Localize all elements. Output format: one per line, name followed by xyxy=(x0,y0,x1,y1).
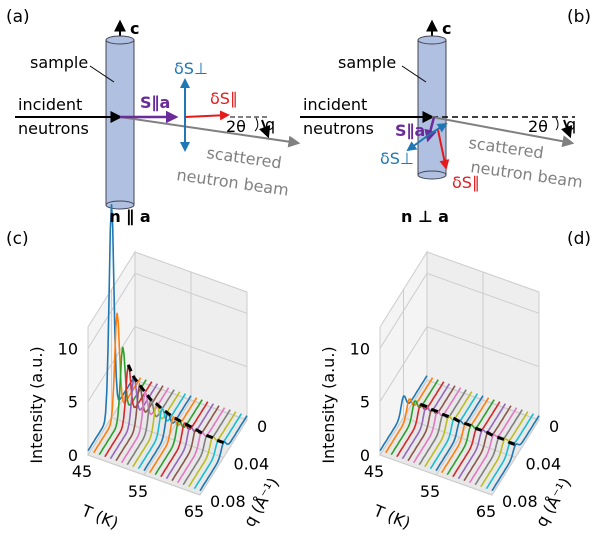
figure: (a) (b) (c) (d) c sample incident neutro… xyxy=(0,0,600,540)
axis-label: c xyxy=(442,19,451,38)
diagram-b: c sample incident neutrons S∥a δS⊥ δS∥ 2… xyxy=(300,19,584,192)
z-tick-label: 5 xyxy=(360,393,370,412)
z-tick-label: 10 xyxy=(58,339,78,358)
z-label: Intensity (a.u.) xyxy=(27,346,46,463)
sample-label: sample xyxy=(338,53,396,72)
sample-label: sample xyxy=(30,53,88,72)
x-tick-label: 65 xyxy=(184,502,204,521)
panel-label: (d) xyxy=(567,229,591,249)
plot-title: n ⊥ a xyxy=(401,207,449,226)
spin-label: S∥a xyxy=(395,121,425,140)
q-label: q xyxy=(566,115,576,134)
perp-label: δS⊥ xyxy=(174,59,208,78)
x-tick-label: 65 xyxy=(476,502,496,521)
incident-label: neutrons xyxy=(303,119,374,138)
z-tick-label: 10 xyxy=(350,339,370,358)
y-tick-label: 0.04 xyxy=(234,455,270,474)
z-label: Intensity (a.u.) xyxy=(319,346,338,463)
incident-label: incident xyxy=(303,95,367,114)
panel-label: (a) xyxy=(6,7,30,27)
incident-label: incident xyxy=(18,95,82,114)
x-tick-label: 45 xyxy=(364,462,384,481)
diagram-a: c sample incident neutrons S∥a δS⊥ δS∥ 2… xyxy=(15,19,298,209)
x-label: T (K) xyxy=(78,501,121,533)
x-label: T (K) xyxy=(370,501,413,533)
y-tick-label: 0.04 xyxy=(526,455,562,474)
x-tick-label: 45 xyxy=(72,462,92,481)
par-label: δS∥ xyxy=(210,89,238,108)
plots: 0 5 10 45 55 65 0 0.04 0.08 n ∥ a Intensity (a.u.)… xyxy=(27,204,575,533)
angle-label: 2θ xyxy=(226,117,246,136)
z-tick-label: 5 xyxy=(68,393,78,412)
perp-label: δS⊥ xyxy=(380,149,414,168)
panel-label: (c) xyxy=(6,229,29,249)
axis-label: c xyxy=(130,19,139,38)
spin-label: S∥a xyxy=(140,93,170,112)
x-tick-label: 55 xyxy=(128,482,148,501)
y-tick-label: 0.08 xyxy=(502,492,538,511)
y-label: q (Å⁻¹) xyxy=(532,474,575,530)
panel-label: (b) xyxy=(567,7,591,27)
beam-label: neutron beam xyxy=(469,157,584,192)
y-tick-label: 0 xyxy=(549,417,559,436)
y-tick-label: 0.08 xyxy=(210,492,246,511)
beam-label: scattered xyxy=(205,143,282,172)
q-label: q xyxy=(265,115,275,134)
incident-label: neutrons xyxy=(18,119,89,138)
plot-title: n ∥ a xyxy=(109,207,150,226)
angle-label: 2θ xyxy=(528,117,548,136)
y-label: q (Å⁻¹) xyxy=(240,474,283,530)
y-tick-label: 0 xyxy=(257,417,267,436)
x-tick-label: 55 xyxy=(420,482,440,501)
